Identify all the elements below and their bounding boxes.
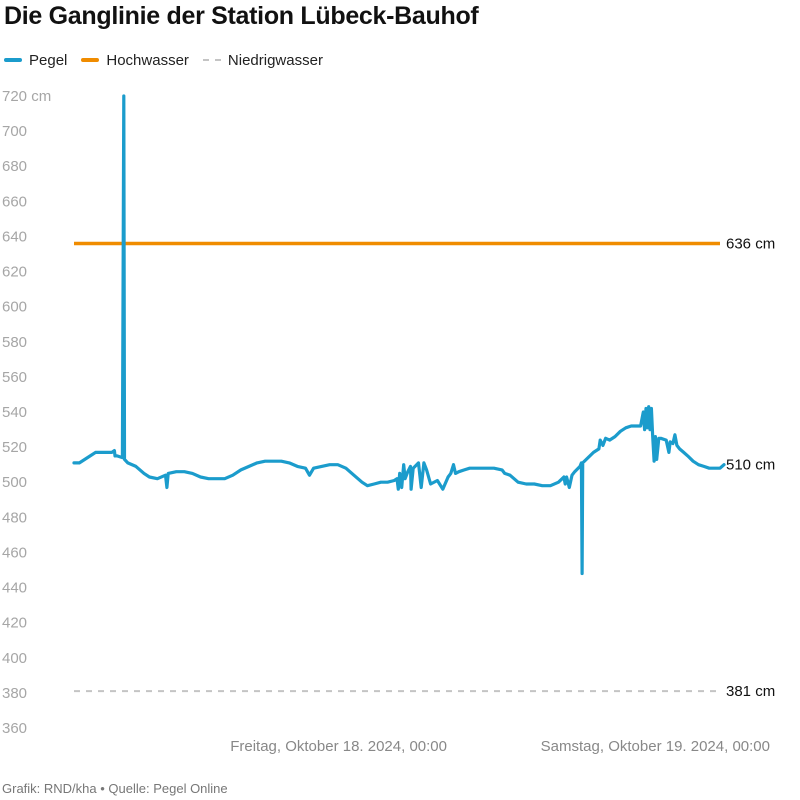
y-axis-labels: 720 cm 700 680 660 640 620 600 580 560 540 520 500 4… [2,88,51,737]
y-tick-label: 360 [2,720,27,737]
legend-label-pegel: Pegel [29,51,68,69]
chart-title: Die Ganglinie der Station Lübeck-Bauhof [4,2,479,30]
x-axis-labels: Freitag, Oktober 18. 2024, 00:00 Samstag,… [230,738,770,755]
y-tick-label: 380 [2,685,27,702]
legend: Pegel Hochwasser Niedrigwasser [4,50,337,70]
hochwasser-value-label: 636 cm [726,235,775,252]
x-tick-label: Freitag, Oktober 18. 2024, 00:00 [230,738,447,755]
legend-label-hochwasser: Hochwasser [106,51,189,69]
y-tick-label: 480 [2,509,27,526]
pegel-value-label: 510 cm [726,457,775,474]
legend-item-hochwasser: Hochwasser [81,52,189,69]
x-tick-label: Samstag, Oktober 19. 2024, 00:00 [541,738,770,755]
legend-label-niedrigwasser: Niedrigwasser [227,51,323,69]
y-tick-label: 680 [2,158,27,175]
y-tick-label: 580 [2,334,27,351]
legend-item-niedrigwasser: Niedrigwasser [202,51,323,69]
y-tick-label: 660 [2,193,27,210]
y-tick-label: 560 [2,369,27,386]
y-tick-label: 700 [2,123,27,140]
y-tick-label: 540 [2,404,27,421]
legend-swatch-niedrigwasser [202,59,221,61]
legend-swatch-hochwasser [81,58,100,62]
y-tick-label: 500 [2,474,27,491]
source-footer: Grafik: RND/kha • Quelle: Pegel Online [2,781,228,796]
y-tick-label: 720 cm [2,88,51,105]
reference-lines [74,241,720,693]
reference-value-labels: 636 cm 381 cm 510 cm [726,235,775,700]
y-tick-label: 440 [2,580,27,597]
y-tick-label: 600 [2,299,27,316]
pegel-series-line [72,94,726,576]
niedrigwasser-value-label: 381 cm [726,683,775,700]
y-tick-label: 620 [2,264,27,281]
y-tick-label: 420 [2,615,27,632]
y-tick-label: 640 [2,228,27,245]
legend-swatch-pegel [4,58,22,62]
y-tick-label: 520 [2,439,27,456]
y-tick-label: 460 [2,544,27,561]
legend-item-pegel: Pegel [4,52,67,69]
y-tick-label: 400 [2,650,27,667]
pegel-series-group [72,94,726,576]
